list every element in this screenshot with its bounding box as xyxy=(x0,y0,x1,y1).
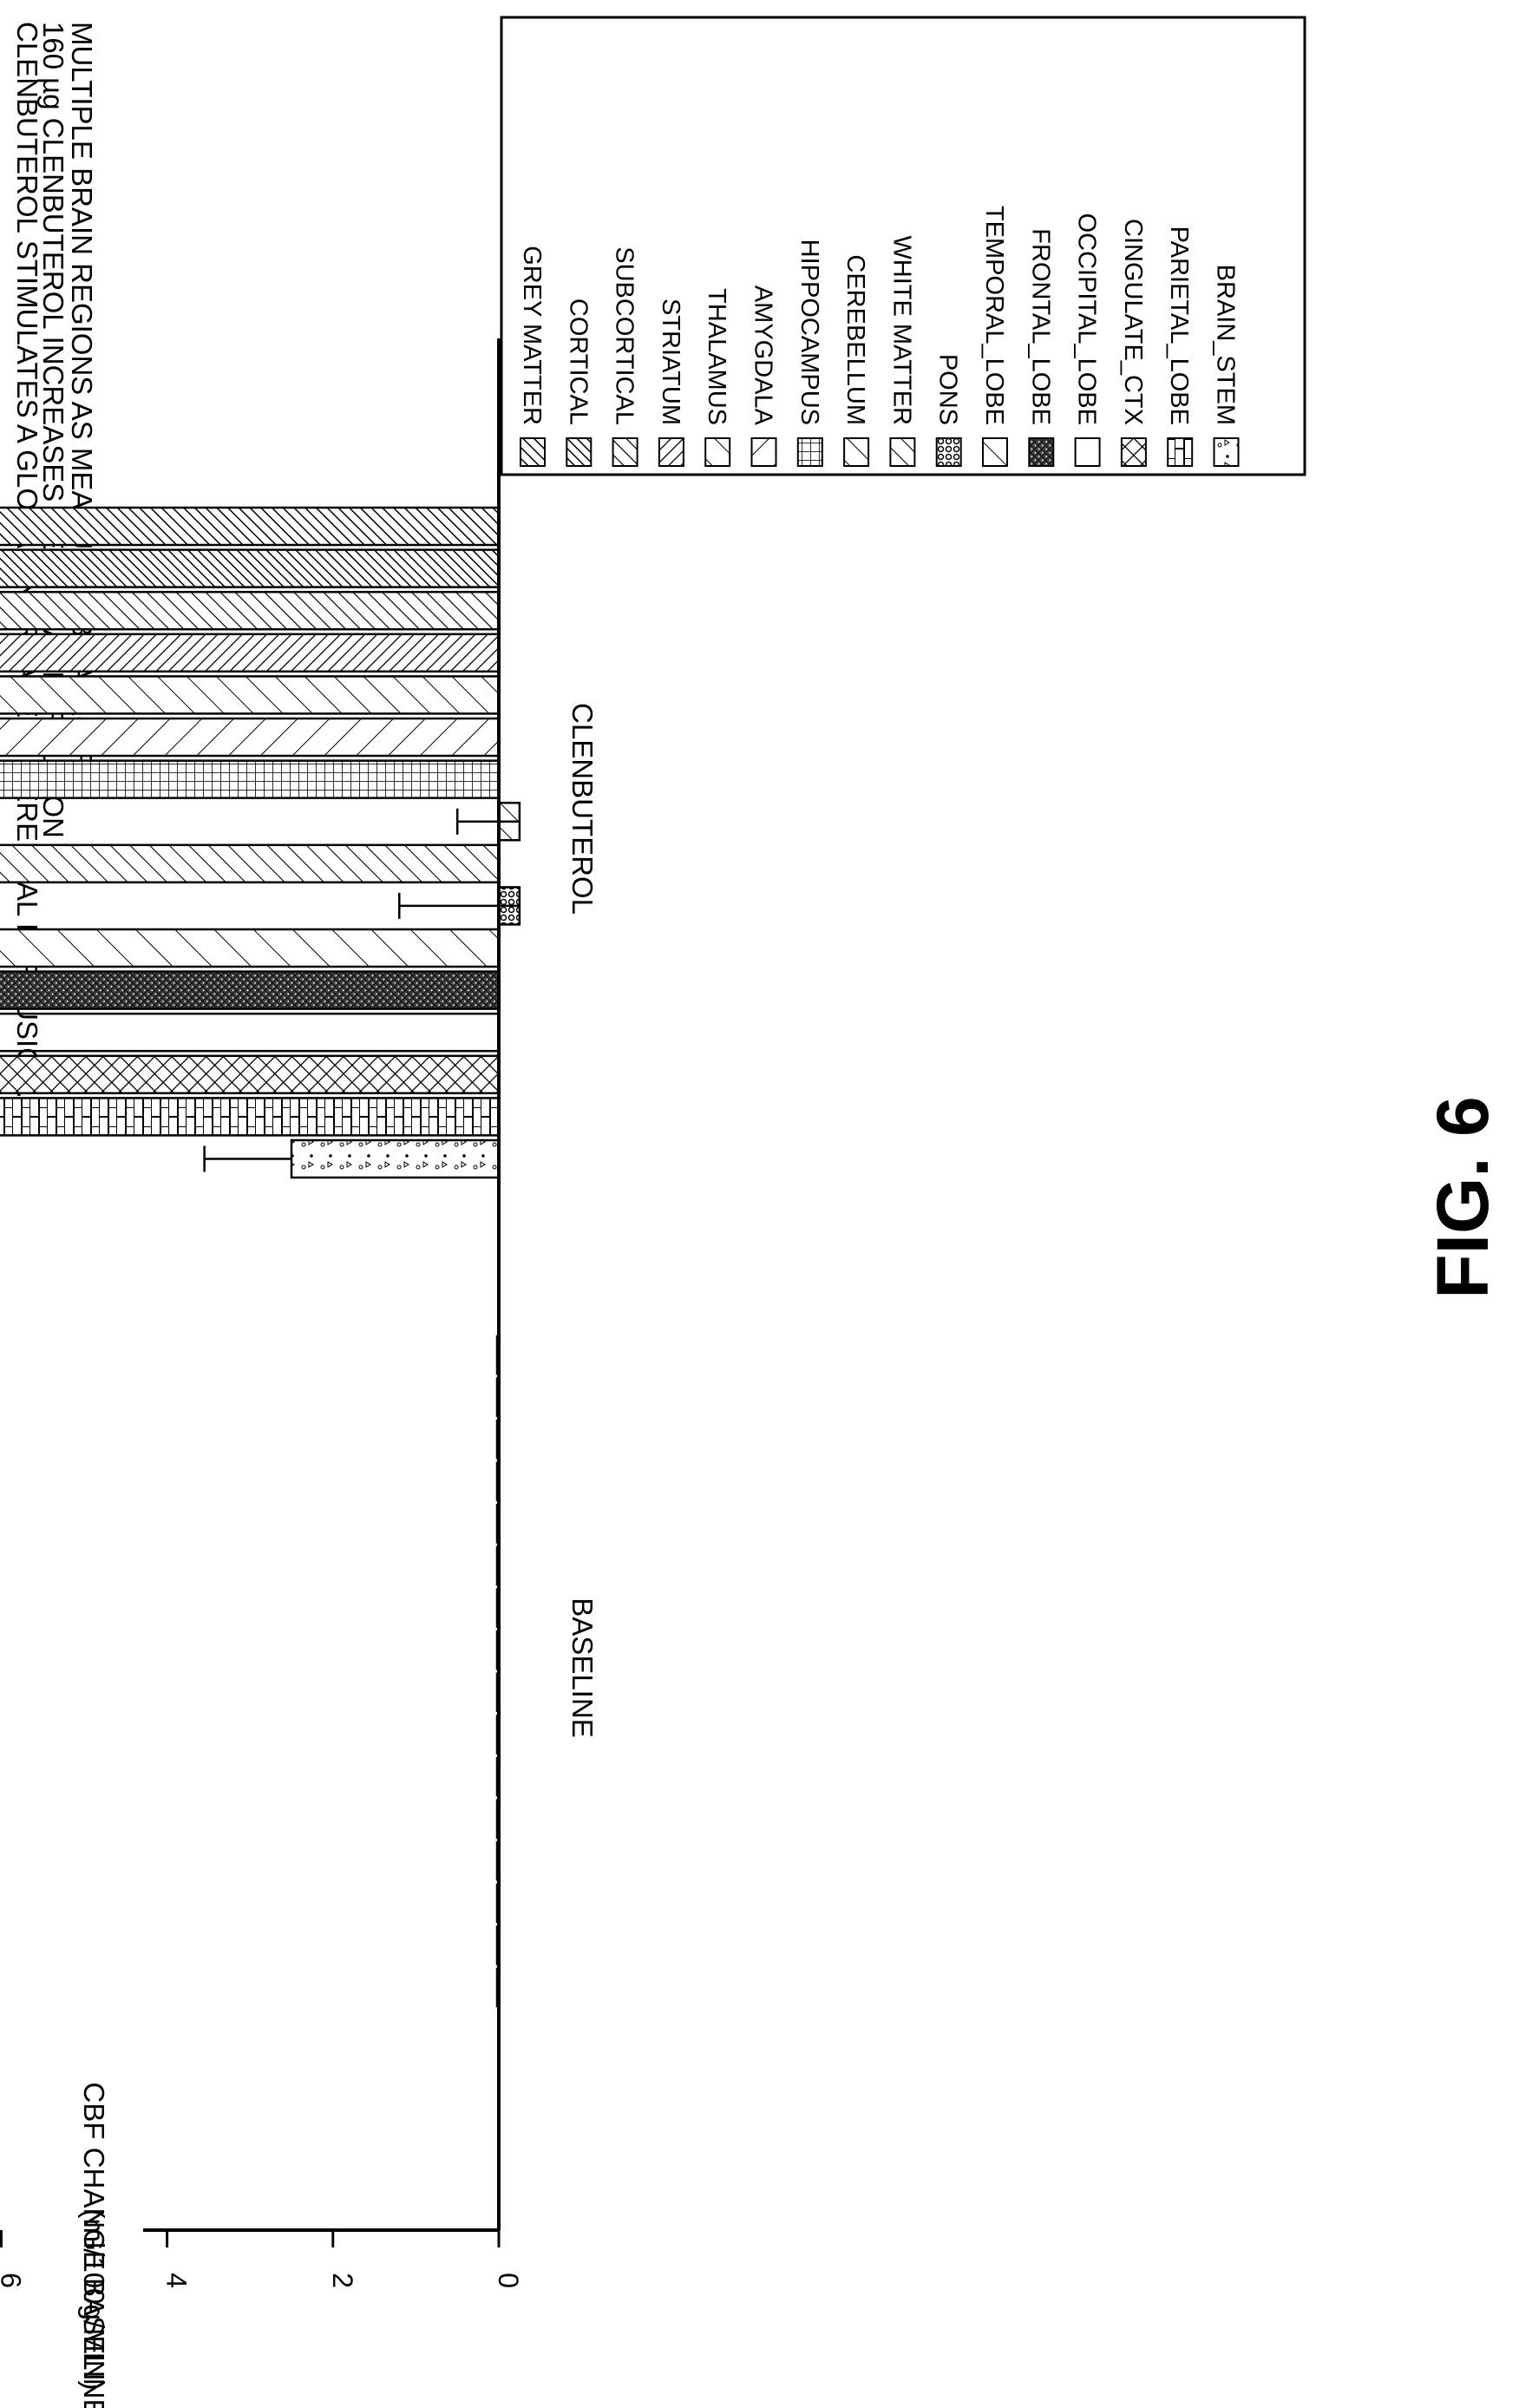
category-label-baseline: BASELINE xyxy=(566,1598,599,1737)
bars xyxy=(0,506,521,2008)
legend-label-thalamus: THALAMUS xyxy=(703,288,730,425)
bar-clenbuterol-amygdala xyxy=(0,717,501,758)
rotated-plot: CLENBUTEROL STIMULATES A GLOBAL INCREASE… xyxy=(0,16,1306,2408)
legend-label-subcortical: SUBCORTICAL xyxy=(611,246,638,425)
bar-clenbuterol-parietal-lobe xyxy=(0,1097,501,1137)
legend-swatch-thalamus xyxy=(704,437,731,467)
legend-label-parietal-lobe: PARIETAL_LOBE xyxy=(1165,226,1193,425)
legend-swatch-hippocampus xyxy=(796,437,823,467)
y-tick-label: 6 xyxy=(0,2273,26,2288)
legend-swatch-temporal-lobe xyxy=(982,437,1008,467)
legend-swatch-cingulate-ctx xyxy=(1120,437,1147,467)
legend: GREY MATTER CORTICAL SUBCORTICAL STRIATUM TH… xyxy=(518,206,1240,467)
bar-clenbuterol-subcortical xyxy=(0,590,501,631)
bar-clenbuterol-hippocampus xyxy=(0,759,501,799)
bar-clenbuterol-thalamus xyxy=(0,675,501,715)
y-axis-label-line-1: CBF CHANGE BASELINE xyxy=(78,2083,110,2408)
legend-swatch-cerebellum xyxy=(843,437,870,467)
legend-label-striatum: STRIATUM xyxy=(657,299,684,425)
bar-clenbuterol-white-matter xyxy=(0,843,501,884)
bar-clenbuterol-cingulate-ctx xyxy=(0,1054,501,1095)
bar-clenbuterol-frontal-lobe xyxy=(0,970,501,1010)
y-ticks: 02468101214 xyxy=(0,2230,524,2288)
legend-label-amygdala: AMYGDALA xyxy=(750,285,777,426)
legend-swatch-striatum xyxy=(658,437,684,467)
figure-label: FIG. 6 xyxy=(1422,1096,1503,1298)
y-tick-label: 2 xyxy=(327,2273,358,2288)
bar-clenbuterol-cortical xyxy=(0,548,501,588)
legend-label-cerebellum: CEREBELLUM xyxy=(841,254,869,425)
bar-clenbuterol-temporal-lobe xyxy=(0,928,501,968)
legend-swatch-cortical xyxy=(566,437,593,467)
bar-clenbuterol-occipital-lobe xyxy=(0,1012,501,1053)
legend-box xyxy=(500,16,1306,476)
legend-label-occipital-lobe: OCCIPITAL_LOBE xyxy=(1073,213,1101,425)
y-tick-label: 0 xyxy=(493,2273,524,2288)
bar-clenbuterol-brain-stem xyxy=(290,1138,501,1179)
legend-label-cortical: CORTICAL xyxy=(564,299,592,425)
bar-clenbuterol-striatum xyxy=(0,633,501,673)
legend-label-cingulate-ctx: CINGULATE_CTX xyxy=(1119,219,1147,425)
legend-swatch-grey-matter xyxy=(520,437,546,467)
y-tick-label: 4 xyxy=(161,2273,193,2288)
legend-label-hippocampus: HIPPOCAMPUS xyxy=(795,239,823,425)
legend-swatch-brain-stem xyxy=(1213,437,1240,467)
legend-label-white-matter: WHITE MATTER xyxy=(887,235,915,425)
legend-label-grey-matter: GREY MATTER xyxy=(518,246,546,425)
legend-label-frontal-lobe: FRONTAL_LOBE xyxy=(1026,228,1054,425)
legend-label-pons: PONS xyxy=(934,354,962,425)
legend-label-brain-stem: BRAIN_STEM xyxy=(1212,265,1240,425)
category-label-clenbuterol: CLENBUTEROL xyxy=(566,703,599,915)
legend-swatch-subcortical xyxy=(612,437,638,467)
bar-clenbuterol-grey-matter xyxy=(0,506,501,547)
legend-swatch-amygdala xyxy=(750,437,777,467)
legend-swatch-occipital-lobe xyxy=(1074,437,1101,467)
y-axis-label-line-2: (ml/100g/MIN) xyxy=(78,2208,110,2390)
legend-swatch-pons xyxy=(935,437,962,467)
legend-swatch-white-matter xyxy=(889,437,916,467)
legend-label-temporal-lobe: TEMPORAL_LOBE xyxy=(980,206,1008,425)
legend-swatch-parietal-lobe xyxy=(1167,437,1194,467)
legend-swatch-frontal-lobe xyxy=(1028,437,1055,467)
